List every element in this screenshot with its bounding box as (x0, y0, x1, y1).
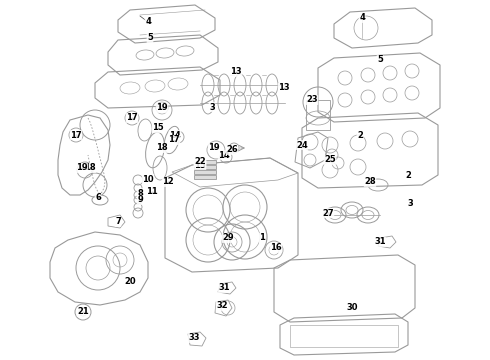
Text: 17: 17 (168, 135, 180, 144)
Text: 25: 25 (324, 156, 336, 165)
Text: 2: 2 (405, 171, 411, 180)
Bar (194, 175, 216, 179)
Text: 12: 12 (162, 177, 174, 186)
Bar (194, 160, 216, 164)
Text: 26: 26 (226, 145, 238, 154)
Text: 29: 29 (222, 234, 234, 243)
Text: 15: 15 (194, 161, 206, 170)
Text: 24: 24 (296, 140, 308, 149)
Text: 18: 18 (156, 144, 168, 153)
Bar (290, 325, 398, 347)
Text: 20: 20 (124, 278, 136, 287)
Text: 5: 5 (147, 33, 153, 42)
Text: 1: 1 (259, 234, 265, 243)
Text: 23: 23 (306, 95, 318, 104)
Text: 30: 30 (346, 303, 358, 312)
Text: 7: 7 (115, 217, 121, 226)
Text: 19: 19 (76, 163, 88, 172)
Bar (194, 165, 216, 169)
Text: 14: 14 (218, 150, 230, 159)
Text: 13: 13 (230, 68, 242, 77)
Text: 3: 3 (209, 103, 215, 112)
Text: 31: 31 (218, 284, 230, 292)
Text: 31: 31 (374, 238, 386, 247)
Text: 8: 8 (137, 189, 143, 198)
Text: 9: 9 (137, 195, 143, 204)
Bar (194, 170, 216, 174)
Text: 13: 13 (278, 84, 290, 93)
Text: 32: 32 (216, 302, 228, 310)
Text: 22: 22 (194, 158, 206, 166)
Text: 16: 16 (270, 243, 282, 252)
Text: 21: 21 (77, 307, 89, 316)
Text: 17: 17 (70, 130, 82, 139)
Text: 3: 3 (407, 198, 413, 207)
Text: 4: 4 (359, 13, 365, 22)
Text: 33: 33 (188, 333, 200, 342)
Text: 5: 5 (377, 55, 383, 64)
Text: 4: 4 (145, 18, 151, 27)
Text: 10: 10 (142, 175, 154, 184)
Text: 28: 28 (364, 177, 376, 186)
Text: 11: 11 (146, 188, 158, 197)
Text: 2: 2 (357, 130, 363, 139)
Text: 19: 19 (208, 144, 220, 153)
Text: 6: 6 (95, 194, 101, 202)
Text: 18: 18 (84, 163, 96, 172)
Text: 15: 15 (152, 123, 164, 132)
Text: 17: 17 (126, 113, 138, 122)
Bar (306, 100, 330, 130)
Text: 19: 19 (156, 104, 168, 112)
Text: 27: 27 (322, 208, 334, 217)
Text: 14: 14 (169, 130, 181, 139)
